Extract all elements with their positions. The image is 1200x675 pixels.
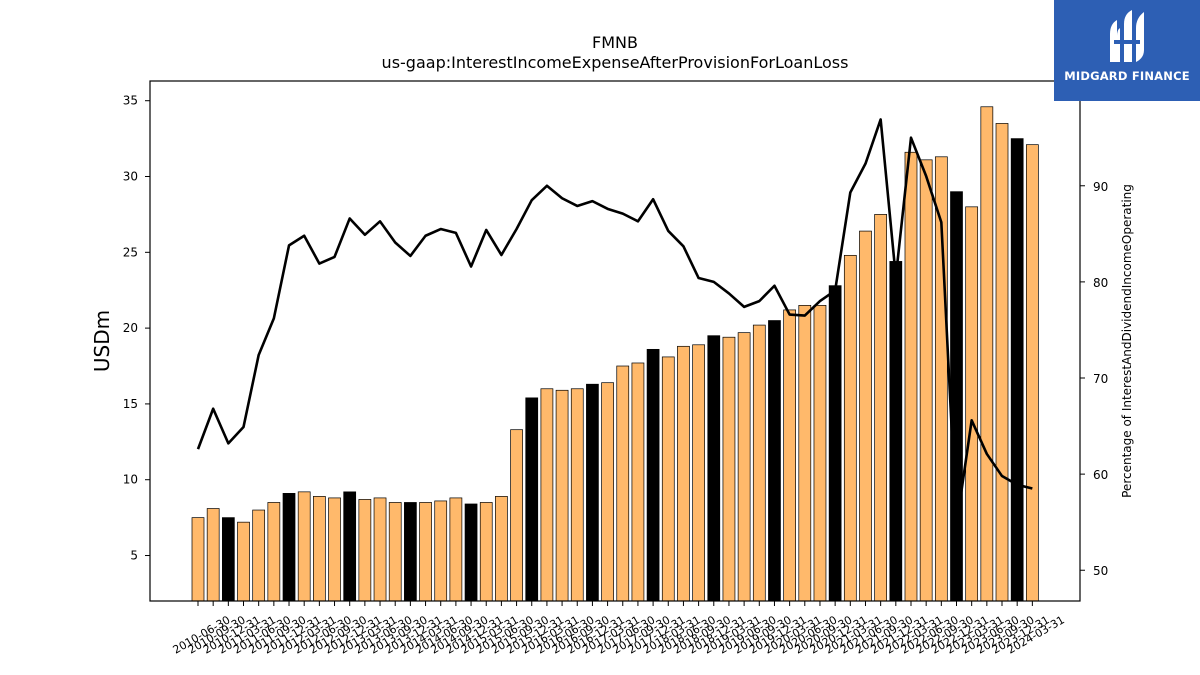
chart-subtitle: us-gaap:InterestIncomeExpenseAfterProvis… bbox=[382, 53, 849, 72]
bar-2018-09-30 bbox=[692, 344, 705, 602]
bar-2017-12-31 bbox=[646, 348, 660, 602]
bar-2014-09-30 bbox=[449, 497, 463, 602]
bar-2018-06-30 bbox=[677, 345, 690, 602]
ytick-label: 35 bbox=[123, 94, 138, 108]
bar-2015-03-31 bbox=[479, 502, 493, 602]
bar-2020-06-30 bbox=[798, 305, 812, 602]
line-layer bbox=[196, 118, 1033, 527]
logo-text: MIDGARD FINANCE bbox=[1064, 69, 1190, 83]
x-axis: 2010-06-302010-09-302010-12-312011-03-31… bbox=[171, 601, 1067, 657]
ytick-label: 30 bbox=[123, 170, 138, 184]
y2tick-label: 60 bbox=[1093, 468, 1108, 482]
bar-2021-12-31 bbox=[889, 261, 903, 602]
bar-2015-09-30 bbox=[510, 429, 523, 602]
y2-axis-label: Percentage of InterestAndDividendIncomeO… bbox=[1120, 184, 1134, 498]
percentage-line bbox=[196, 118, 1033, 527]
ytick-label: 25 bbox=[123, 245, 138, 259]
bar-2010-09-30 bbox=[206, 508, 220, 602]
bar-2020-12-31 bbox=[828, 285, 842, 602]
bar-2023-09-30 bbox=[995, 123, 1009, 602]
bar-2018-03-31 bbox=[661, 356, 675, 602]
y2tick-label: 90 bbox=[1093, 180, 1108, 194]
bar-2012-03-31 bbox=[297, 491, 311, 602]
bar-2014-12-31 bbox=[464, 503, 478, 602]
bar-2012-12-31 bbox=[343, 491, 357, 602]
bar-2012-09-30 bbox=[328, 497, 341, 602]
y-axis-left: 5 10 15 20 25 30 35 bbox=[123, 94, 150, 563]
bar-2019-03-31 bbox=[722, 336, 736, 602]
bar-2015-06-30 bbox=[495, 496, 508, 602]
bar-2021-09-30 bbox=[874, 214, 888, 602]
bar-2020-09-30 bbox=[813, 305, 827, 602]
bar-2024-03-31 bbox=[1025, 144, 1039, 602]
bar-2013-12-31 bbox=[404, 502, 417, 602]
bar-2016-12-31 bbox=[586, 383, 599, 602]
bar-2023-12-31 bbox=[1010, 138, 1024, 602]
bar-2021-03-31 bbox=[843, 254, 857, 602]
bar-2011-12-31 bbox=[282, 493, 296, 602]
bar-2011-06-30 bbox=[252, 509, 266, 602]
bar-2021-06-30 bbox=[859, 230, 872, 602]
brand-logo: MIDGARD FINANCE bbox=[1054, 0, 1200, 101]
ytick-label: 10 bbox=[123, 473, 138, 487]
bar-2014-06-30 bbox=[434, 500, 448, 602]
bar-2015-12-31 bbox=[525, 397, 539, 602]
y2tick-label: 50 bbox=[1093, 564, 1108, 578]
ytick-label: 5 bbox=[130, 549, 138, 563]
bar-2022-06-30 bbox=[919, 159, 933, 602]
plot-frame bbox=[149, 80, 1081, 602]
bar-2013-09-30 bbox=[388, 502, 402, 602]
ytick-label: 15 bbox=[123, 397, 138, 411]
y2tick-label: 80 bbox=[1093, 276, 1108, 290]
y2tick-label: 70 bbox=[1093, 372, 1108, 386]
y-axis-label: USDm bbox=[90, 310, 114, 372]
bar-2023-03-31 bbox=[965, 206, 979, 602]
bar-2010-12-31 bbox=[221, 517, 235, 602]
bar-2017-09-30 bbox=[631, 362, 645, 602]
bar-2011-09-30 bbox=[267, 502, 281, 602]
bar-2016-09-30 bbox=[570, 388, 584, 602]
midgard-logo-icon bbox=[1110, 10, 1144, 62]
bar-2019-09-30 bbox=[752, 324, 766, 602]
bar-2019-06-30 bbox=[737, 332, 751, 602]
bar-2017-03-31 bbox=[601, 382, 614, 602]
bar-2012-06-30 bbox=[313, 496, 326, 602]
bar-2022-03-31 bbox=[904, 151, 918, 602]
bar-2017-06-30 bbox=[616, 365, 630, 602]
bar-2014-03-31 bbox=[419, 502, 432, 602]
bar-2022-12-31 bbox=[950, 191, 963, 602]
bar-2023-06-30 bbox=[980, 106, 994, 602]
bar-2011-03-31 bbox=[237, 521, 250, 602]
bar-2016-03-31 bbox=[540, 388, 554, 602]
ytick-label: 20 bbox=[123, 321, 138, 335]
chart-title: FMNB bbox=[592, 33, 638, 52]
bar-2016-06-30 bbox=[555, 389, 569, 602]
bar-2018-12-31 bbox=[707, 335, 721, 602]
bar-2019-12-31 bbox=[768, 320, 781, 602]
y-axis-right: 50 60 70 80 90 bbox=[1080, 180, 1108, 578]
bar-2010-06-30 bbox=[191, 517, 205, 602]
bars-layer bbox=[191, 106, 1039, 602]
bar-2013-03-31 bbox=[358, 499, 372, 602]
bar-2013-06-30 bbox=[373, 497, 387, 602]
bar-2020-03-31 bbox=[783, 309, 796, 602]
